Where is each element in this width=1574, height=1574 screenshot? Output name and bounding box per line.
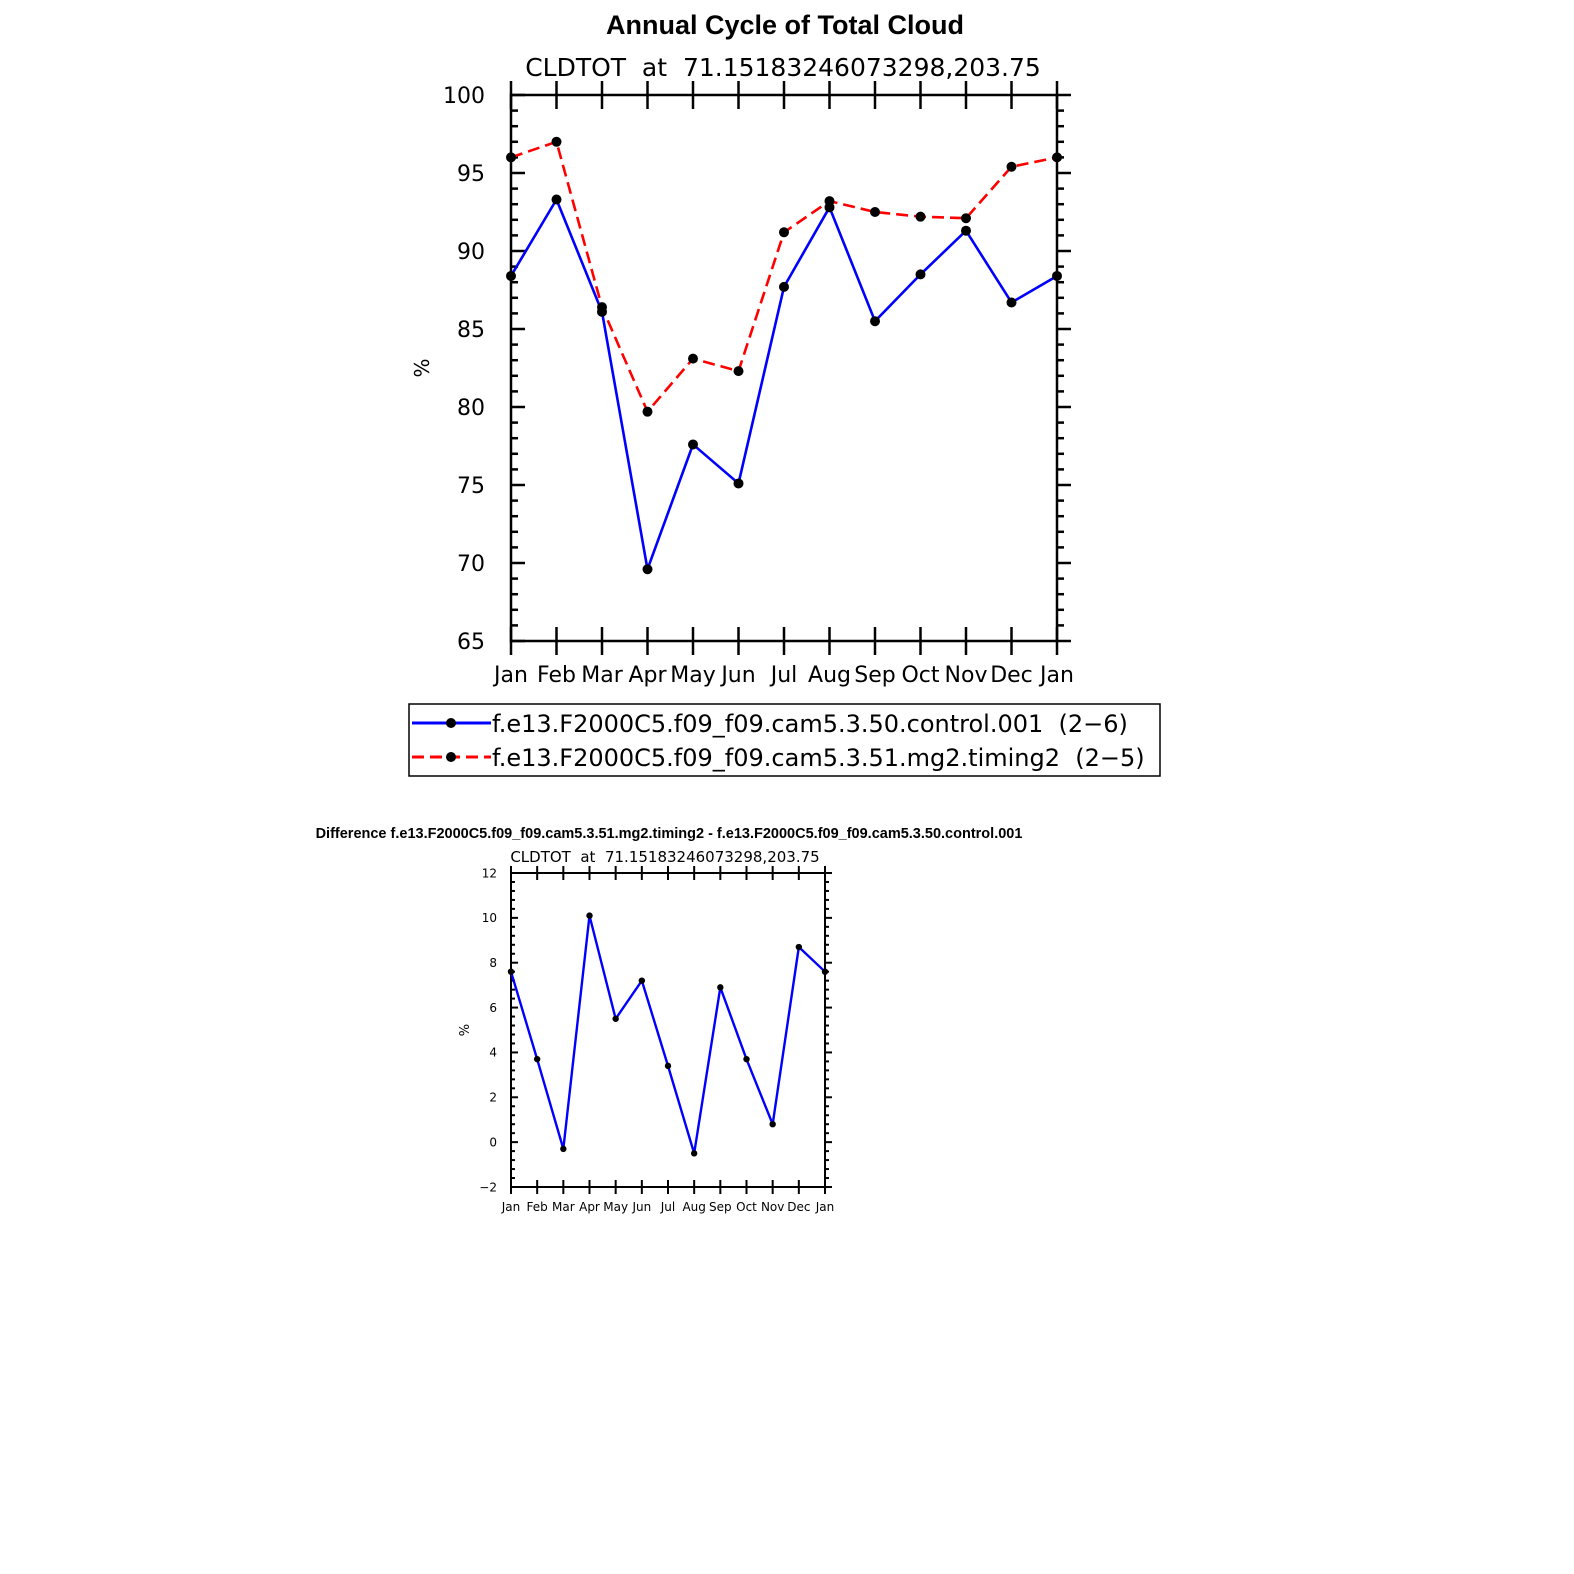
legend-box xyxy=(408,703,1161,777)
top-point-0 xyxy=(642,564,653,575)
bottom-point-0 xyxy=(560,1145,567,1153)
top-xtick-label: Mar xyxy=(581,663,623,688)
top-xtick-label: Jul xyxy=(769,663,798,688)
top-xtick-label: Feb xyxy=(537,663,576,688)
top-xtick-label: Sep xyxy=(854,663,895,688)
bottom-ytick-label: 0 xyxy=(489,1135,497,1149)
top-point-1 xyxy=(506,152,516,163)
top-xtick-label: Nov xyxy=(945,663,988,688)
bottom-xtick-label: Mar xyxy=(552,1200,575,1214)
top-xtick-label: May xyxy=(670,663,715,688)
top-chart-subtitle: CLDTOT at 71.15183246073298,203.75 xyxy=(525,53,1041,82)
top-xtick-label: Oct xyxy=(901,663,939,688)
bottom-point-0 xyxy=(612,1015,619,1022)
top-ytick-label: 80 xyxy=(457,396,485,421)
bottom-xtick-label: Nov xyxy=(761,1200,784,1214)
bottom-chart-subtitle: CLDTOT at 71.15183246073298,203.75 xyxy=(510,848,819,866)
bottom-ylabel: % xyxy=(458,1024,473,1036)
top-ytick-label: 85 xyxy=(457,318,485,343)
legend: f.e13.F2000C5.f09_f09.cam5.3.50.control.… xyxy=(408,703,1161,777)
top-point-0 xyxy=(779,281,789,292)
bottom-point-0 xyxy=(821,968,829,975)
bottom-point-0 xyxy=(586,912,593,919)
top-ytick-label: 70 xyxy=(457,552,485,577)
bottom-chart: −2 0 2 4 6 8 10 12 Jan Feb Mar Apr May Jun Jul Aug Sep Oc… xyxy=(458,866,834,1214)
top-point-1 xyxy=(915,211,926,222)
bottom-ytick-label: 12 xyxy=(482,866,497,880)
bottom-xtick-label: Jul xyxy=(660,1200,675,1214)
top-point-0 xyxy=(1006,297,1017,308)
bottom-plot-frame xyxy=(510,872,826,1188)
top-ylabel: % xyxy=(410,358,434,377)
legend-label-control: f.e13.F2000C5.f09_f09.cam5.3.50.control.… xyxy=(492,710,1128,738)
top-xtick-label: Dec xyxy=(990,663,1033,688)
top-point-1 xyxy=(1006,161,1017,172)
top-point-1 xyxy=(551,136,562,147)
top-ytick-label: 95 xyxy=(457,162,485,187)
bottom-xtick-label: Jan xyxy=(815,1200,835,1214)
top-point-1 xyxy=(870,207,880,217)
top-point-1 xyxy=(688,353,698,364)
top-point-0 xyxy=(915,269,926,280)
bottom-point-0 xyxy=(769,1121,776,1128)
bottom-point-0 xyxy=(717,984,724,991)
top-series-line-0 xyxy=(509,198,1058,571)
top-plot-frame xyxy=(509,93,1059,643)
bottom-point-0 xyxy=(690,1150,698,1157)
top-point-0 xyxy=(506,270,516,281)
bottom-xtick-label: Jun xyxy=(631,1200,651,1214)
bottom-point-0 xyxy=(664,1062,672,1070)
bottom-xtick-label: Aug xyxy=(682,1200,705,1214)
bottom-ytick-label: 4 xyxy=(489,1046,497,1060)
top-xtick-label: Aug xyxy=(808,663,851,688)
top-point-1 xyxy=(733,366,744,377)
top-point-1 xyxy=(961,213,971,224)
bottom-ytick-label: 8 xyxy=(489,956,497,970)
bottom-xtick-label: Oct xyxy=(736,1200,757,1214)
top-xtick-label: Jan xyxy=(492,663,528,688)
bottom-ytick-label: 10 xyxy=(482,911,497,925)
bottom-chart-title: Difference f.e13.F2000C5.f09_f09.cam5.3.… xyxy=(316,826,1023,842)
top-ytick-label: 65 xyxy=(457,630,485,655)
bottom-xtick-label: Sep xyxy=(709,1200,732,1214)
bottom-xtick-label: Jan xyxy=(501,1200,521,1214)
bottom-point-0 xyxy=(638,977,646,984)
top-point-1 xyxy=(824,196,835,207)
bottom-point-0 xyxy=(743,1055,750,1063)
top-series-line-1 xyxy=(510,140,1058,413)
bottom-ytick-label: 6 xyxy=(489,1001,497,1015)
legend-marker-control xyxy=(446,718,456,728)
top-ytick-label: 75 xyxy=(457,474,485,499)
bottom-xtick-label: Apr xyxy=(579,1200,600,1214)
top-chart: 65 70 75 80 85 90 95 100 Jan Feb Mar Apr May Jun Jul Au… xyxy=(410,81,1074,688)
legend-label-mg2: f.e13.F2000C5.f09_f09.cam5.3.51.mg2.timi… xyxy=(492,744,1145,772)
top-point-1 xyxy=(779,227,789,238)
top-point-0 xyxy=(733,478,744,489)
top-chart-title: Annual Cycle of Total Cloud xyxy=(606,10,964,40)
top-ytick-label: 90 xyxy=(457,240,485,265)
top-point-1 xyxy=(1052,152,1062,163)
top-point-0 xyxy=(688,439,698,450)
top-xtick-label: Jan xyxy=(1038,663,1074,688)
top-point-0 xyxy=(870,316,880,327)
bottom-ytick-label: 2 xyxy=(489,1091,497,1105)
bottom-xtick-label: May xyxy=(603,1200,628,1214)
bottom-xtick-label: Dec xyxy=(787,1200,810,1214)
top-point-0 xyxy=(551,194,562,205)
legend-marker-mg2 xyxy=(446,752,456,762)
top-ytick-label: 100 xyxy=(443,84,485,109)
top-point-0 xyxy=(1052,270,1062,281)
bottom-series-line-0 xyxy=(509,914,826,1155)
top-point-1 xyxy=(642,406,653,417)
top-point-1 xyxy=(597,302,607,313)
top-point-0 xyxy=(961,225,971,236)
bottom-point-0 xyxy=(795,943,803,951)
bottom-xtick-label: Feb xyxy=(527,1200,548,1214)
bottom-ytick-label: −2 xyxy=(479,1180,497,1194)
bottom-point-0 xyxy=(507,968,515,975)
top-xtick-label: Jun xyxy=(719,663,755,688)
bottom-point-0 xyxy=(533,1055,541,1063)
top-xtick-label: Apr xyxy=(628,663,667,688)
